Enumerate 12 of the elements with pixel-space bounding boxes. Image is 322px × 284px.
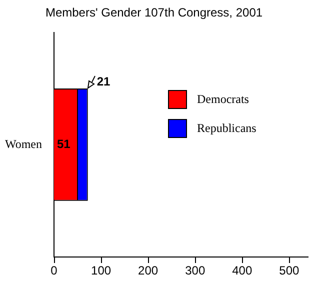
x-tick-label: 100	[91, 264, 112, 278]
data-label: 21	[96, 74, 111, 89]
x-tick-label: 500	[279, 264, 300, 278]
x-tick-label: 0	[50, 264, 58, 278]
x-tick-label: 400	[232, 264, 252, 278]
x-tick-label: 200	[138, 264, 158, 278]
y-tick-label: Women	[4, 136, 42, 151]
legend-label: Republicans	[197, 121, 256, 136]
x-tick-label: 300	[185, 264, 206, 278]
data-label: 51	[57, 137, 71, 152]
legend-label: Democrats	[197, 92, 249, 108]
chart-title: Members' Gender 107th Congress, 2001	[45, 6, 263, 20]
